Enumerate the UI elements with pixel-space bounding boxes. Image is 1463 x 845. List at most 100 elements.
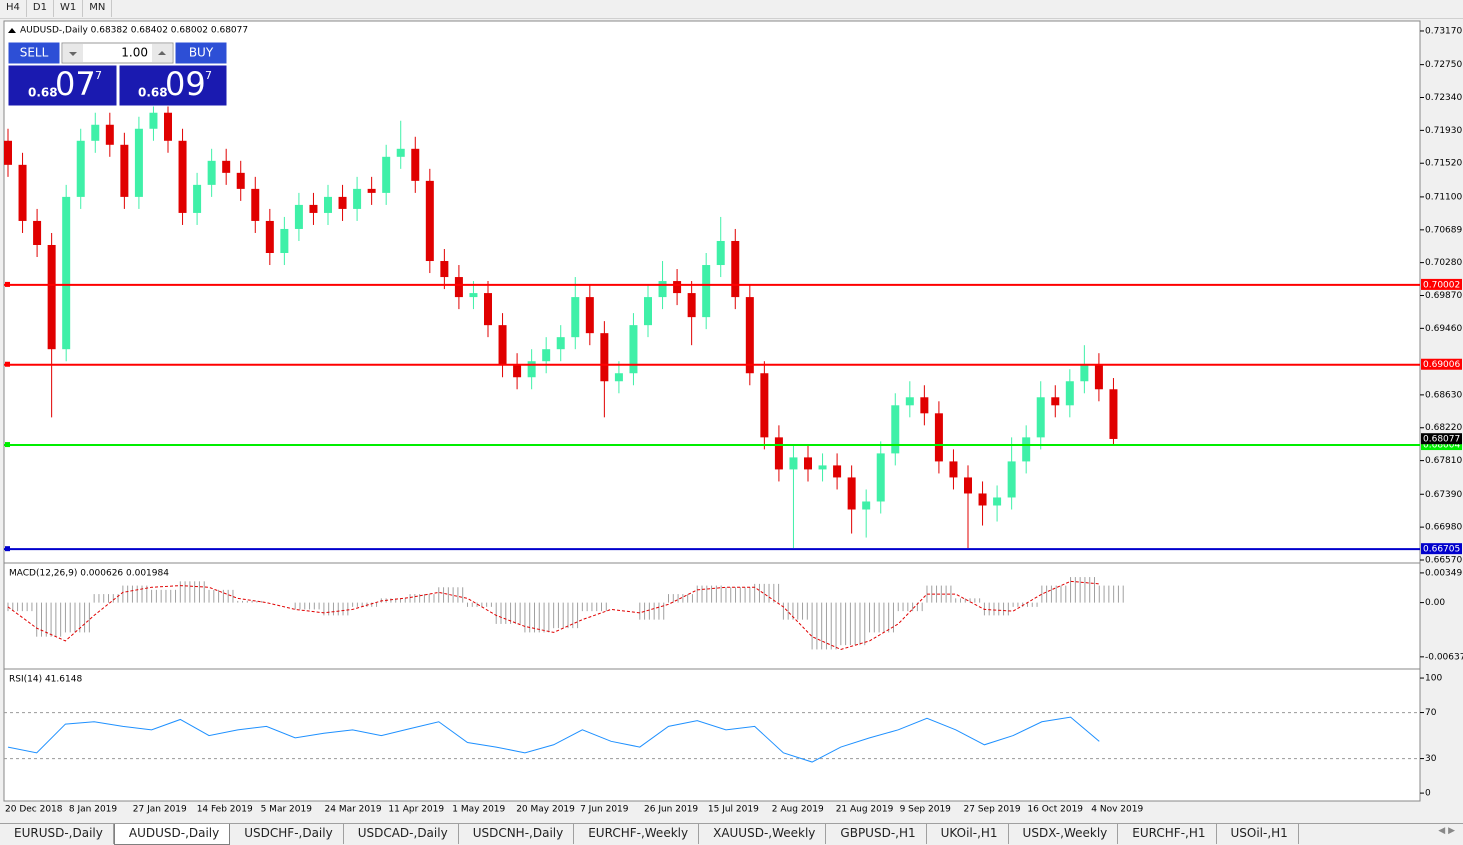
candle-body — [644, 297, 652, 326]
candle-body — [222, 160, 231, 173]
up-arrow — [158, 51, 166, 55]
tab-scroll[interactable]: ◀ ▶ — [1438, 826, 1455, 836]
candle-body — [862, 501, 871, 510]
candle-body — [207, 160, 216, 185]
last-price-box — [1421, 433, 1462, 445]
candle-body — [1051, 397, 1060, 406]
chart-tab[interactable]: UKOil-,H1 — [927, 824, 1009, 844]
x-tick-label: 7 Jun 2019 — [580, 805, 629, 815]
candle-body — [600, 333, 609, 382]
candle-body — [1109, 389, 1118, 439]
chart-tab[interactable]: USDCNH-,Daily — [459, 824, 575, 844]
candle-body — [353, 188, 362, 209]
level-label: 0.69006 — [1423, 360, 1460, 370]
candle-body — [920, 397, 929, 414]
candle-body — [120, 144, 129, 197]
x-tick-label: 24 Mar 2019 — [325, 805, 382, 815]
level-handle — [5, 281, 10, 287]
candle-body — [934, 413, 943, 462]
y-tick-label: 0.72750 — [1425, 60, 1462, 70]
candle-body — [905, 397, 914, 406]
y-tick-label: 0.73170 — [1425, 26, 1462, 36]
candle-body — [731, 240, 740, 298]
candle-body — [1065, 381, 1074, 406]
chart-tab[interactable]: EURCHF-,H1 — [1118, 824, 1217, 844]
candle-body — [236, 172, 245, 189]
candle-body — [629, 325, 638, 374]
candle-body — [105, 124, 114, 145]
macd-signal — [7, 580, 1100, 650]
candle-body — [324, 196, 332, 213]
y-tick-label: 0.66980 — [1425, 523, 1462, 533]
candle-body — [164, 112, 172, 141]
candle-body — [804, 457, 812, 470]
chart-tab[interactable]: XAUUSD-,Weekly — [699, 824, 827, 844]
candle-body — [585, 297, 594, 334]
x-tick-label: 8 Jan 2019 — [69, 805, 117, 815]
y-tick-label: 0.71930 — [1425, 126, 1462, 136]
candle-body — [658, 281, 667, 298]
timeframe-button[interactable]: MN — [83, 0, 113, 17]
candle-body — [542, 349, 551, 362]
y-tick-label: 0.00 — [1425, 598, 1445, 608]
chart-tab[interactable]: USOil-,H1 — [1217, 824, 1299, 844]
chart-tab[interactable]: EURCHF-,Weekly — [574, 824, 700, 844]
level-label: 0.70002 — [1423, 280, 1460, 290]
candle-body — [454, 277, 463, 298]
ask-big: 0.68 — [138, 86, 168, 100]
y-tick-label: -0.00637 — [1425, 652, 1463, 662]
timeframe-toolbar: H4 D1 W1 MN — [0, 0, 1463, 19]
chart-tab[interactable]: GBPUSD-,H1 — [826, 824, 927, 844]
candle-body — [484, 293, 492, 326]
candle-body — [949, 461, 958, 478]
bid-pips: 07 — [55, 65, 96, 103]
sell-label: SELL — [20, 46, 49, 60]
y-tick-label: 0.00349 — [1425, 568, 1462, 578]
level-label-box — [1421, 543, 1462, 555]
candle-body — [76, 140, 85, 197]
x-tick-label: 1 May 2019 — [452, 805, 505, 815]
level-label-box — [1421, 439, 1462, 451]
chart-tab[interactable]: USDCAD-,Daily — [344, 824, 459, 844]
candle-body — [265, 220, 274, 254]
candle-body — [571, 297, 580, 338]
last-price-label: 0.68077 — [1423, 435, 1460, 445]
candle-body — [294, 204, 303, 229]
x-tick-label: 4 Nov 2019 — [1091, 805, 1143, 815]
x-tick-label: 9 Sep 2019 — [900, 805, 952, 815]
timeframe-button[interactable]: D1 — [27, 0, 54, 17]
bid-big: 0.68 — [28, 86, 58, 100]
volume-box[interactable] — [61, 42, 174, 64]
bid-fraction: 7 — [95, 69, 102, 82]
chart-tab[interactable]: USDX-,Weekly — [1009, 824, 1119, 844]
bid-box[interactable] — [7, 64, 118, 107]
y-tick-label: 0.67810 — [1425, 456, 1462, 466]
candle-body — [818, 465, 827, 470]
level-handle — [5, 546, 10, 552]
x-tick-label: 26 Jun 2019 — [644, 805, 698, 815]
candle-body — [847, 477, 856, 510]
collapse-icon[interactable] — [8, 28, 16, 33]
candle-body — [1080, 365, 1089, 382]
sell-button[interactable] — [7, 41, 61, 65]
chart-tab[interactable]: USDCHF-,Daily — [230, 824, 344, 844]
candle-body — [33, 220, 42, 245]
candle-body — [280, 228, 289, 254]
candle-body — [469, 293, 478, 298]
x-tick-label: 15 Jul 2019 — [708, 805, 759, 815]
candle-body — [702, 265, 711, 318]
buy-button[interactable] — [174, 41, 228, 65]
level-label-box — [1421, 278, 1462, 290]
chart-tab[interactable]: AUDUSD-,Daily — [113, 824, 231, 845]
candle-body — [425, 180, 434, 262]
ask-box[interactable] — [118, 64, 228, 107]
candle-body — [62, 196, 71, 350]
candle-body — [149, 112, 158, 129]
chart-tab[interactable]: EURUSD-,Daily — [0, 824, 114, 844]
candle-body — [716, 240, 725, 266]
x-tick-label: 16 Oct 2019 — [1027, 805, 1083, 815]
timeframe-button[interactable]: H4 — [0, 0, 27, 17]
chart-title: AUDUSD-,Daily 0.68382 0.68402 0.68002 0.… — [20, 26, 248, 36]
y-tick-label: 0.70689 — [1425, 225, 1462, 235]
timeframe-button[interactable]: W1 — [54, 0, 84, 17]
